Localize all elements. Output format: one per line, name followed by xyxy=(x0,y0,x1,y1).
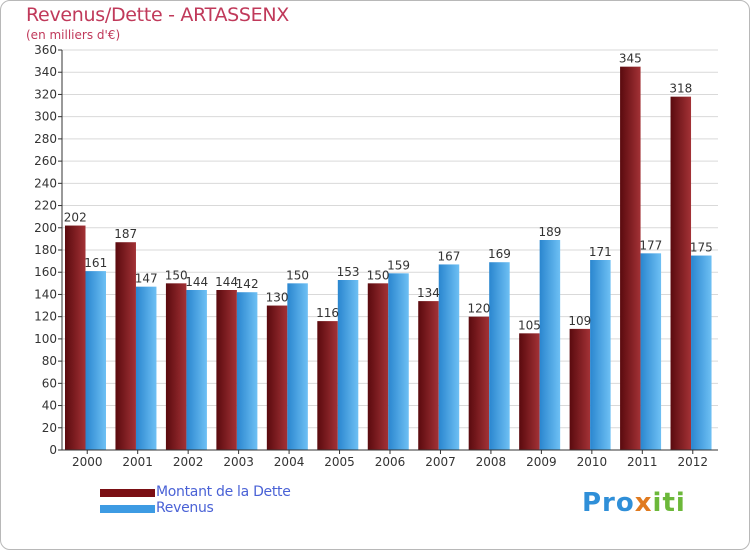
x-tick-label: 2011 xyxy=(627,455,658,469)
x-tick-label: 2000 xyxy=(72,455,103,469)
x-tick-label: 2002 xyxy=(173,455,204,469)
data-label-revenus-2000: 161 xyxy=(84,256,107,270)
bar-dette-2002 xyxy=(165,283,187,450)
bars xyxy=(65,66,712,451)
chart-title: Revenus/Dette - ARTASSENX xyxy=(26,4,289,26)
bar-revenus-2011 xyxy=(640,253,662,450)
legend-label-dette: Montant de la Dette xyxy=(156,484,291,500)
legend-swatch-dette xyxy=(100,489,155,497)
bar-dette-2011 xyxy=(620,66,641,451)
data-label-revenus-2012: 175 xyxy=(690,241,713,255)
bar-revenus-2010 xyxy=(590,260,611,450)
y-tick-label: 360 xyxy=(34,43,57,57)
x-tick-label: 2007 xyxy=(425,455,456,469)
data-label-revenus-2002: 144 xyxy=(185,275,208,289)
y-tick-label: 0 xyxy=(49,443,57,457)
chart-subtitle: (en milliers d'€) xyxy=(26,28,121,42)
y-tick-label: 60 xyxy=(42,376,57,390)
data-label-dette-2007: 134 xyxy=(417,286,440,300)
y-tick-label: 120 xyxy=(34,310,57,324)
data-label-dette-2011: 345 xyxy=(619,52,642,66)
bar-dette-2006 xyxy=(367,283,389,450)
bar-revenus-2009 xyxy=(539,240,561,450)
data-label-dette-2000: 202 xyxy=(64,211,87,225)
bar-revenus-2006 xyxy=(388,273,409,450)
y-tick-label: 340 xyxy=(34,65,57,79)
bar-revenus-2000 xyxy=(85,271,106,450)
bar-dette-2007 xyxy=(418,301,439,450)
data-label-dette-2001: 187 xyxy=(114,227,137,241)
data-label-dette-2006: 150 xyxy=(367,268,390,282)
bar-dette-2012 xyxy=(670,96,692,451)
x-tick-label: 2009 xyxy=(526,455,557,469)
data-label-revenus-2007: 167 xyxy=(438,249,461,263)
x-tick-label: 2004 xyxy=(274,455,305,469)
data-label-revenus-2003: 142 xyxy=(236,277,259,291)
y-tick-label: 280 xyxy=(34,132,57,146)
data-label-revenus-2001: 147 xyxy=(135,272,158,286)
data-label-revenus-2006: 159 xyxy=(387,258,410,272)
legend-label-revenus: Revenus xyxy=(156,500,214,516)
bar-dette-2000 xyxy=(65,225,86,450)
data-label-dette-2010: 109 xyxy=(568,314,591,328)
y-tick-label: 300 xyxy=(34,110,57,124)
bar-revenus-2007 xyxy=(438,264,460,450)
x-tick-label: 2012 xyxy=(677,455,708,469)
y-tick-label: 220 xyxy=(34,199,57,213)
data-label-dette-2004: 130 xyxy=(266,291,289,305)
y-tick-label: 100 xyxy=(34,332,57,346)
data-label-revenus-2005: 153 xyxy=(337,265,360,279)
data-label-revenus-2011: 177 xyxy=(639,238,662,252)
bar-dette-2010 xyxy=(569,328,591,450)
data-label-revenus-2010: 171 xyxy=(589,245,612,259)
bar-revenus-2003 xyxy=(236,292,258,450)
x-tick-label: 2006 xyxy=(375,455,406,469)
bar-revenus-2005 xyxy=(337,280,359,450)
bar-revenus-2012 xyxy=(691,255,712,450)
y-tick-label: 160 xyxy=(34,265,57,279)
y-tick-label: 20 xyxy=(42,421,57,435)
y-tick-label: 140 xyxy=(34,287,57,301)
proxiti-logo: Proxiti xyxy=(582,488,686,518)
x-tick-label: 2008 xyxy=(476,455,507,469)
bar-dette-2004 xyxy=(266,305,288,450)
x-tick-label: 2003 xyxy=(223,455,254,469)
x-tick-label: 2001 xyxy=(122,455,153,469)
data-label-revenus-2004: 150 xyxy=(286,268,309,282)
data-label-revenus-2009: 189 xyxy=(538,225,561,239)
y-tick-label: 180 xyxy=(34,243,57,257)
y-tick-label: 260 xyxy=(34,154,57,168)
bar-revenus-2002 xyxy=(186,290,207,450)
y-tick-label: 80 xyxy=(42,354,57,368)
data-label-dette-2005: 116 xyxy=(316,306,339,320)
data-label-dette-2003: 144 xyxy=(215,275,238,289)
data-label-dette-2002: 150 xyxy=(165,268,188,282)
y-tick-label: 240 xyxy=(34,176,57,190)
bar-dette-2005 xyxy=(317,321,338,450)
data-label-dette-2012: 318 xyxy=(669,82,692,96)
y-tick-label: 40 xyxy=(42,399,57,413)
bar-revenus-2008 xyxy=(489,262,510,450)
bar-dette-2003 xyxy=(216,290,237,450)
legend-swatch-revenus xyxy=(100,505,155,513)
bar-dette-2001 xyxy=(115,242,136,450)
data-label-dette-2009: 105 xyxy=(518,318,541,332)
axes: 0 20 40 60 80 100 120 140 160 180 200 220 240 260 280 3… xyxy=(34,43,718,469)
data-label-dette-2008: 120 xyxy=(467,302,490,316)
bar-revenus-2004 xyxy=(287,283,308,450)
bar-revenus-2001 xyxy=(135,286,157,450)
x-tick-label: 2010 xyxy=(577,455,608,469)
bar-dette-2008 xyxy=(468,316,490,450)
bar-dette-2009 xyxy=(519,333,540,450)
y-tick-label: 320 xyxy=(34,87,57,101)
x-tick-label: 2005 xyxy=(324,455,355,469)
y-tick-label: 200 xyxy=(34,221,57,235)
data-label-revenus-2008: 169 xyxy=(488,247,511,261)
